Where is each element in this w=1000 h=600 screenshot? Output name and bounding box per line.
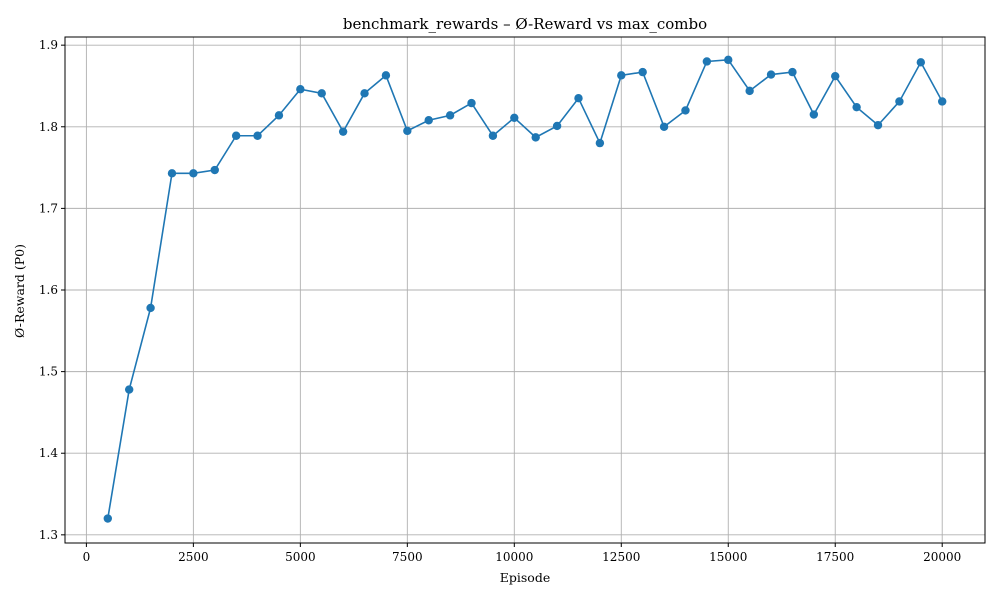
data-point	[659, 122, 669, 131]
x-tick-label: 0	[83, 550, 91, 564]
y-tick-label: 1.8	[39, 120, 58, 134]
data-point	[467, 98, 476, 108]
series-layer	[103, 55, 947, 523]
x-tick-label: 12500	[602, 550, 640, 564]
data-point	[638, 67, 647, 77]
data-point	[831, 71, 840, 81]
data-point	[681, 106, 690, 115]
x-tick-label: 2500	[178, 550, 209, 564]
data-point	[103, 514, 112, 523]
data-point	[531, 133, 540, 142]
data-point	[895, 97, 904, 106]
y-tick-label: 1.9	[39, 38, 58, 52]
data-point	[852, 102, 861, 112]
data-point	[296, 85, 305, 94]
data-point	[595, 138, 605, 148]
grid-layer	[65, 37, 985, 543]
x-tick-label: 5000	[285, 550, 316, 564]
x-tick-label: 15000	[709, 550, 747, 564]
data-point	[124, 385, 134, 394]
data-point	[424, 116, 433, 125]
x-tick-label: 7500	[392, 550, 423, 564]
data-point	[146, 303, 155, 313]
data-point	[381, 71, 391, 80]
data-point	[317, 89, 326, 98]
data-point	[274, 111, 284, 120]
x-tick-label: 10000	[495, 550, 533, 564]
data-point	[510, 113, 519, 122]
data-point	[873, 120, 883, 130]
x-tick-label: 17500	[816, 550, 854, 564]
data-point	[253, 131, 262, 140]
data-point	[702, 57, 712, 66]
data-point	[445, 111, 455, 120]
data-point	[788, 67, 797, 77]
data-point	[574, 94, 583, 103]
data-point	[338, 127, 348, 136]
data-point	[809, 110, 819, 119]
data-point	[916, 58, 926, 67]
data-point	[938, 97, 947, 106]
data-point	[167, 169, 177, 178]
y-tick-label: 1.7	[39, 201, 58, 215]
data-point	[745, 86, 754, 96]
x-axis-label: Episode	[500, 570, 550, 585]
data-point	[766, 70, 776, 79]
data-point	[210, 165, 219, 175]
series-line	[107, 59, 943, 519]
data-point	[488, 131, 498, 140]
data-point	[552, 121, 562, 131]
axis-layer: 0 2500 5000 7500 10000 12500 15000 17500 20000 1.…	[39, 36, 986, 564]
y-tick-label: 1.4	[39, 446, 58, 460]
y-tick-label: 1.6	[39, 283, 58, 297]
y-axis-label: Ø-Reward (P0)	[12, 244, 27, 338]
data-point	[724, 55, 733, 65]
data-point	[617, 71, 626, 80]
data-point	[231, 131, 241, 140]
data-point	[360, 89, 369, 98]
data-point	[189, 169, 198, 178]
y-tick-label: 1.5	[39, 365, 58, 379]
x-tick-label: 20000	[923, 550, 961, 564]
y-tick-label: 1.3	[39, 528, 58, 542]
data-point	[403, 126, 412, 136]
chart-title: benchmark_rewards – Ø-Reward vs max_comb…	[343, 15, 707, 33]
